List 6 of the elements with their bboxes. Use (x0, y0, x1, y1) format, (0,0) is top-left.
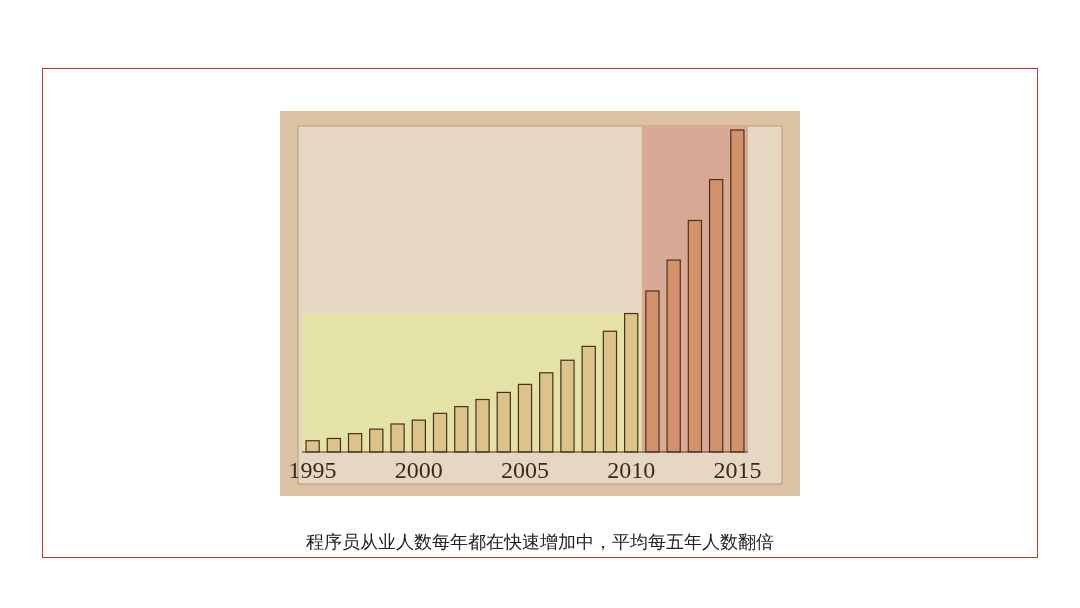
x-tick-label: 2005 (501, 457, 549, 483)
x-tick-label: 2015 (713, 457, 762, 483)
x-tick-label: 2010 (607, 457, 656, 483)
text: 程序员从业人数每年都在快速增加中，平均每五年人数翻倍 (306, 531, 774, 552)
x-tick-label: 2000 (394, 457, 443, 483)
x-tick-label: 1995 (288, 457, 337, 483)
